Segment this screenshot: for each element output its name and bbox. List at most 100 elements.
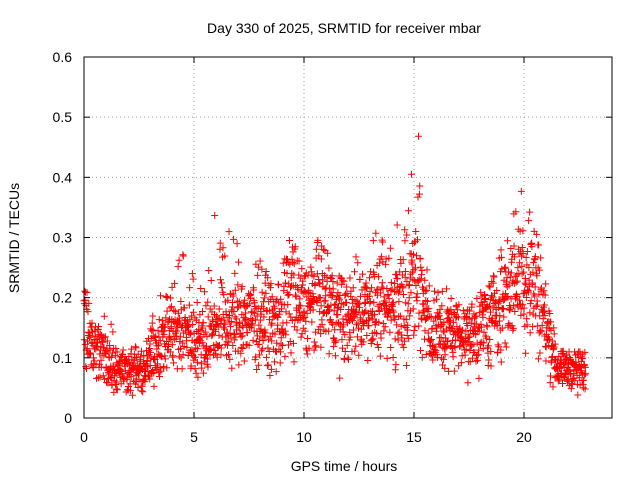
data-point bbox=[304, 335, 312, 343]
data-point bbox=[107, 320, 115, 328]
data-point bbox=[485, 282, 493, 290]
data-point bbox=[503, 274, 511, 282]
x-axis-label: GPS time / hours bbox=[291, 458, 398, 474]
data-point bbox=[488, 278, 496, 286]
data-point bbox=[373, 329, 381, 337]
data-point bbox=[390, 308, 398, 316]
data-point bbox=[318, 242, 326, 250]
data-point bbox=[383, 354, 391, 362]
data-point bbox=[428, 325, 436, 333]
data-point bbox=[266, 333, 274, 341]
data-point bbox=[292, 282, 300, 290]
data-point bbox=[417, 275, 425, 283]
data-point bbox=[550, 324, 558, 332]
data-point bbox=[538, 321, 546, 329]
data-point bbox=[198, 339, 206, 347]
data-point bbox=[310, 272, 318, 280]
data-point bbox=[302, 317, 310, 325]
data-point bbox=[121, 355, 129, 363]
data-point bbox=[397, 259, 405, 267]
data-point bbox=[385, 254, 393, 262]
data-point bbox=[186, 284, 194, 292]
data-point bbox=[319, 276, 327, 284]
data-point bbox=[148, 370, 156, 378]
data-point bbox=[268, 293, 276, 301]
data-point bbox=[546, 379, 554, 387]
data-point bbox=[104, 369, 112, 377]
data-point bbox=[413, 297, 421, 305]
data-point bbox=[480, 339, 488, 347]
data-point bbox=[186, 347, 194, 355]
data-point bbox=[178, 365, 186, 373]
data-point bbox=[482, 334, 490, 342]
data-point bbox=[376, 259, 384, 267]
data-point bbox=[316, 308, 324, 316]
data-point bbox=[467, 319, 475, 327]
data-point bbox=[368, 336, 376, 344]
data-point bbox=[283, 319, 291, 327]
data-point bbox=[486, 336, 494, 343]
data-point bbox=[522, 349, 530, 357]
data-point bbox=[171, 308, 179, 316]
data-point bbox=[149, 326, 157, 334]
data-point bbox=[377, 289, 385, 297]
data-point bbox=[255, 340, 263, 348]
data-point bbox=[517, 311, 525, 319]
data-point bbox=[380, 297, 388, 305]
data-point bbox=[261, 332, 269, 340]
data-point bbox=[416, 254, 424, 262]
data-point bbox=[301, 313, 309, 321]
y-tick-labels: 0 0.1 0.2 0.3 0.4 0.5 0.6 bbox=[53, 49, 73, 426]
data-point bbox=[423, 266, 431, 274]
data-point bbox=[513, 277, 521, 285]
data-point bbox=[378, 253, 386, 261]
data-point bbox=[517, 305, 525, 313]
data-point bbox=[369, 237, 377, 245]
data-point bbox=[540, 287, 548, 295]
data-point bbox=[394, 336, 402, 344]
data-point bbox=[581, 363, 589, 371]
data-point bbox=[205, 267, 213, 275]
data-point bbox=[421, 287, 429, 295]
data-point bbox=[189, 275, 197, 283]
data-point bbox=[447, 306, 455, 314]
data-point bbox=[241, 296, 249, 304]
data-point bbox=[297, 302, 305, 310]
data-point bbox=[277, 305, 285, 313]
data-point bbox=[542, 280, 550, 288]
data-point bbox=[370, 298, 378, 306]
data-point bbox=[87, 350, 95, 358]
data-point bbox=[168, 283, 176, 291]
data-point bbox=[393, 221, 401, 229]
data-point bbox=[289, 248, 297, 256]
data-point bbox=[293, 326, 301, 334]
data-point bbox=[387, 344, 395, 352]
data-point bbox=[250, 286, 258, 294]
data-point bbox=[278, 325, 286, 333]
data-point bbox=[500, 313, 508, 321]
data-point bbox=[203, 355, 211, 363]
data-point bbox=[550, 330, 558, 338]
data-point bbox=[581, 348, 589, 356]
data-point bbox=[289, 258, 297, 266]
data-point bbox=[458, 326, 466, 334]
data-point bbox=[225, 338, 233, 346]
data-point bbox=[434, 353, 442, 361]
data-point bbox=[326, 284, 334, 292]
data-point bbox=[383, 285, 391, 293]
data-point bbox=[407, 170, 415, 178]
data-point bbox=[436, 305, 444, 313]
data-point bbox=[339, 315, 347, 323]
data-point bbox=[137, 347, 145, 355]
data-point bbox=[255, 321, 263, 329]
data-point bbox=[202, 302, 210, 310]
data-point bbox=[90, 357, 98, 365]
data-point bbox=[342, 299, 350, 307]
data-point bbox=[278, 342, 286, 350]
data-point bbox=[413, 236, 421, 244]
data-point bbox=[93, 343, 101, 351]
data-point bbox=[399, 256, 407, 264]
data-point bbox=[282, 331, 290, 339]
data-point bbox=[262, 289, 270, 297]
data-point bbox=[303, 309, 311, 317]
